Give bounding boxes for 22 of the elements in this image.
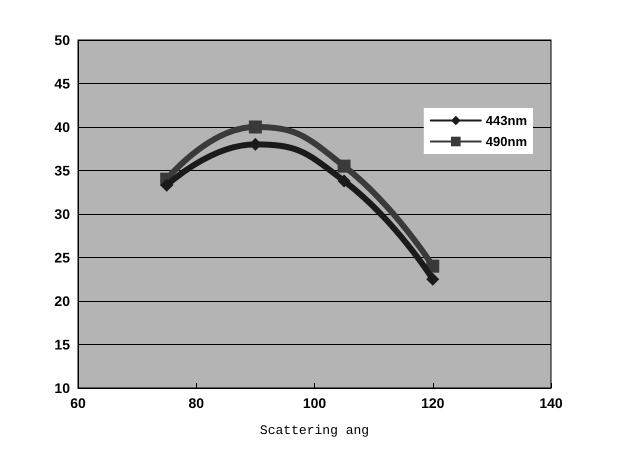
y-tick-label: 20 (54, 293, 70, 309)
point (248, 120, 262, 134)
y-tick-label: 15 (54, 336, 70, 352)
y-tick-label: 35 (54, 162, 70, 178)
point (338, 160, 351, 173)
point (160, 178, 174, 192)
x-tick-label: 100 (302, 395, 326, 411)
point (338, 174, 351, 188)
x-axis-title: Scattering ang (260, 423, 370, 438)
y-tick-label: 40 (54, 119, 70, 135)
x-tick-label: 140 (539, 395, 563, 411)
y-tick-label: 30 (54, 206, 70, 222)
y-tick-label: 45 (54, 76, 70, 92)
point (426, 272, 440, 286)
y-tick-label: 10 (54, 380, 70, 396)
y-tick-label: 25 (54, 250, 70, 266)
x-tick-label: 120 (421, 395, 445, 411)
legend-label: 490nm (486, 134, 528, 149)
x-tick-label: 80 (188, 395, 204, 411)
x-tick-label: 60 (70, 395, 86, 411)
legend-label: 443nm (486, 113, 528, 128)
y-tick-label: 50 (54, 32, 70, 48)
